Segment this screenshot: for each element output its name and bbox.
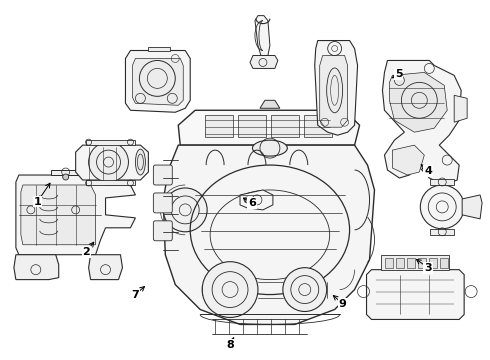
Polygon shape	[319, 55, 347, 127]
Bar	[440, 258, 448, 268]
Polygon shape	[75, 145, 148, 180]
Polygon shape	[51, 170, 86, 175]
Polygon shape	[430, 179, 454, 185]
Polygon shape	[125, 50, 190, 112]
Circle shape	[89, 142, 128, 182]
Polygon shape	[240, 190, 273, 210]
Polygon shape	[383, 60, 461, 185]
Text: 7: 7	[131, 290, 139, 300]
Bar	[205, 115, 233, 137]
FancyBboxPatch shape	[153, 165, 172, 185]
Polygon shape	[260, 100, 280, 108]
Polygon shape	[163, 145, 374, 324]
Polygon shape	[462, 195, 482, 219]
Ellipse shape	[135, 149, 146, 175]
Circle shape	[202, 262, 258, 318]
Bar	[382, 255, 449, 270]
Polygon shape	[89, 255, 122, 280]
Text: 1: 1	[34, 197, 42, 207]
Bar	[386, 258, 393, 268]
Text: 8: 8	[226, 340, 234, 350]
Circle shape	[420, 185, 464, 229]
Circle shape	[63, 174, 69, 180]
Bar	[429, 258, 437, 268]
Polygon shape	[430, 229, 454, 235]
Text: 4: 4	[424, 166, 432, 176]
Polygon shape	[255, 15, 270, 55]
Polygon shape	[86, 180, 135, 185]
Polygon shape	[132, 58, 183, 105]
Circle shape	[283, 268, 327, 311]
Ellipse shape	[252, 140, 287, 156]
Polygon shape	[148, 46, 171, 50]
Bar	[407, 258, 416, 268]
Polygon shape	[315, 41, 358, 135]
Bar	[418, 258, 426, 268]
Polygon shape	[367, 270, 464, 319]
Polygon shape	[14, 255, 59, 280]
Text: 9: 9	[339, 299, 346, 309]
Text: 2: 2	[82, 247, 90, 257]
Bar	[304, 115, 332, 137]
Circle shape	[163, 188, 207, 232]
Polygon shape	[86, 140, 135, 145]
Polygon shape	[16, 175, 135, 255]
FancyBboxPatch shape	[153, 193, 172, 213]
Bar	[271, 115, 299, 137]
Polygon shape	[250, 55, 278, 68]
Polygon shape	[21, 185, 96, 245]
Polygon shape	[390, 72, 447, 132]
Text: 5: 5	[395, 69, 403, 79]
Polygon shape	[392, 145, 424, 175]
Bar	[396, 258, 404, 268]
FancyBboxPatch shape	[153, 221, 172, 241]
Text: 6: 6	[248, 198, 256, 208]
Text: 3: 3	[424, 263, 432, 273]
Bar	[238, 115, 266, 137]
Polygon shape	[454, 95, 467, 122]
Polygon shape	[178, 110, 360, 145]
